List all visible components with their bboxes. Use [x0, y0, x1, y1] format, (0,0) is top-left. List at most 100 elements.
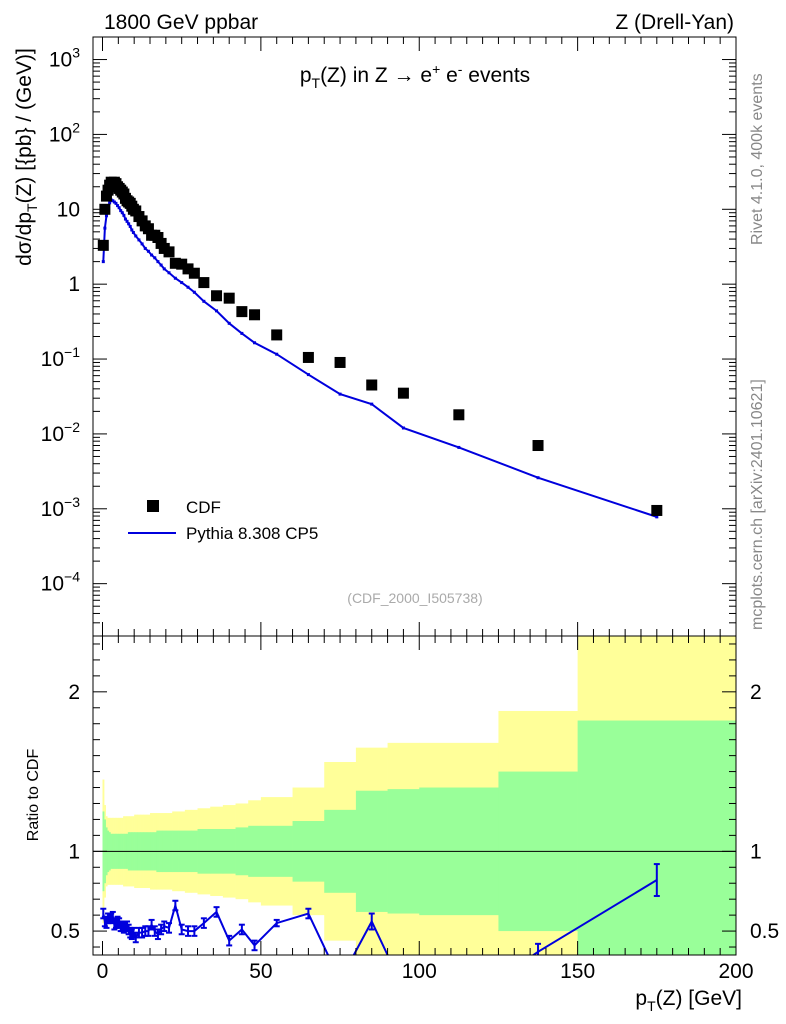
pythia-main-point	[119, 209, 123, 213]
pythia-main-point	[140, 242, 144, 246]
pythia-main-point	[122, 213, 126, 217]
pythia-main-point	[655, 515, 659, 519]
cdf-data-point	[152, 231, 164, 243]
cdf-data-point	[236, 306, 248, 318]
header-left: 1800 GeV ppbar	[104, 11, 258, 34]
pythia-main-point	[112, 200, 116, 204]
cdf-data-point	[334, 356, 346, 368]
pythia-main-point	[130, 228, 134, 232]
cdf-data-point	[302, 351, 314, 363]
pythia-main-point	[240, 331, 244, 335]
pythia-main-point	[275, 352, 279, 356]
cdf-data-point	[130, 205, 142, 217]
pythia-main-point	[123, 217, 127, 221]
main-y-tick-labels: 10−4 10−3 10−2 10−1 1 10 102 103	[41, 45, 81, 596]
pythia-main-point	[156, 260, 160, 264]
cdf-data-point	[163, 246, 175, 258]
cdf-data-point	[188, 267, 200, 279]
x-axis-label: pT(Z) [GeV]	[635, 987, 742, 1014]
legend: CDF Pythia 8.308 CP5	[128, 498, 318, 543]
cdf-data-point	[223, 292, 235, 304]
ratio-y-tick-label-right: 0.5	[750, 920, 779, 943]
pythia-main-point	[117, 206, 121, 210]
cdf-data-point	[198, 277, 210, 289]
pythia-main-point	[143, 246, 147, 250]
legend-pythia-label: Pythia 8.308 CP5	[186, 524, 318, 543]
pythia-main-point	[150, 253, 154, 257]
main-plot-frame	[92, 36, 737, 637]
ratio-y-tick-label-right: 1	[750, 840, 762, 863]
pythia-main-point	[227, 321, 231, 325]
cdf-data-points	[97, 176, 663, 516]
rivet-version-label: Rivet 4.1.0, 400k events	[749, 73, 766, 245]
pythia-main-point	[111, 199, 115, 203]
pythia-main-line	[102, 198, 658, 518]
main-y-axis-label: dσ/dpT(Z) [{pb} / (GeV)]	[13, 48, 40, 266]
main-y-tick-label: 102	[49, 119, 80, 146]
pythia-main-point	[370, 402, 374, 406]
pythia-main-point	[306, 373, 310, 377]
cdf-data-point	[211, 290, 223, 302]
plot-title: pT(Z) in Z → e+ e- events	[300, 61, 530, 91]
pythia-main-point	[101, 260, 105, 264]
pythia-main-point	[186, 285, 190, 289]
x-tick-label: 0	[97, 960, 109, 983]
main-y-tick-label: 10−3	[41, 494, 81, 521]
cdf-data-point	[651, 504, 663, 516]
main-y-tick-label: 103	[49, 45, 80, 72]
ratio-y-tick-label: 2	[68, 681, 80, 704]
pythia-main-point	[120, 211, 124, 215]
pythia-main-point	[125, 219, 129, 223]
pythia-main-point	[127, 222, 131, 226]
analysis-id: (CDF_2000_I505738)	[347, 590, 482, 606]
pythia-main-point	[114, 201, 118, 205]
pythia-main-point	[108, 201, 112, 205]
cdf-data-point	[397, 387, 409, 399]
main-y-tick-label: 10	[57, 198, 80, 221]
main-y-tick-label: 10−2	[41, 419, 81, 446]
cdf-data-point	[142, 223, 154, 235]
pythia-ratio-curve	[100, 863, 660, 955]
legend-cdf-marker	[147, 500, 159, 512]
pythia-main-point	[159, 263, 163, 267]
mcplots-credit-label: mcplots.cern.ch [arXiv:2401.10621]	[749, 379, 766, 630]
x-tick-label: 100	[402, 960, 437, 983]
header-right: Z (Drell-Yan)	[615, 11, 734, 34]
pythia-main-point	[116, 204, 120, 208]
cdf-data-point	[366, 379, 378, 391]
pythia-main-point	[180, 281, 184, 285]
pythia-main-point	[146, 249, 150, 253]
pythia-main-point	[215, 309, 219, 313]
ratio-plot-frame	[92, 635, 737, 956]
cdf-data-point	[97, 239, 109, 251]
x-tick-label: 150	[560, 960, 595, 983]
main-y-tick-label: 10−4	[41, 569, 81, 596]
ratio-plot-panel: 0.5 0.5 1 1 2 2 0 50 100 150 200	[51, 635, 779, 983]
cdf-data-point	[99, 203, 111, 215]
pythia-main-point	[104, 214, 108, 218]
ratio-y-tick-label: 1	[68, 840, 80, 863]
pythia-main-point	[536, 476, 540, 480]
main-axis-ticks	[93, 36, 737, 637]
main-plot-panel: 10−4 10−3 10−2 10−1 1 10 102 103	[41, 36, 737, 637]
pythia-main-point	[134, 234, 138, 238]
x-tick-label: 50	[249, 960, 272, 983]
cdf-data-point	[532, 440, 544, 452]
cdf-data-point	[169, 257, 181, 269]
pythia-main-point	[338, 392, 342, 396]
pythia-main-point	[192, 290, 196, 294]
legend-cdf-label: CDF	[186, 498, 221, 517]
pythia-curve-main	[101, 198, 659, 519]
cdf-data-point	[453, 409, 465, 421]
main-y-tick-label: 10−1	[41, 344, 81, 371]
cdf-data-point	[100, 190, 112, 202]
main-y-tick-label: 1	[68, 273, 80, 296]
cdf-data-point	[271, 329, 283, 341]
x-tick-labels: 0 50 100 150 200	[97, 960, 754, 983]
pythia-main-point	[173, 276, 177, 280]
pythia-main-point	[401, 426, 405, 430]
cdf-data-point	[176, 258, 188, 270]
pythia-main-point	[162, 267, 166, 271]
pythia-main-point	[457, 445, 461, 449]
